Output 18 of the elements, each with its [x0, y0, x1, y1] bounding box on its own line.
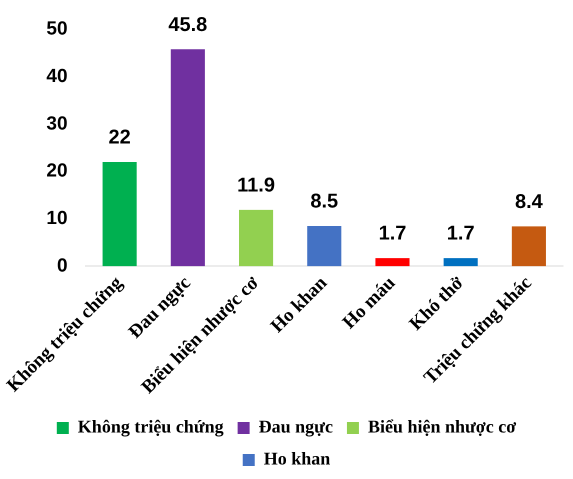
data-label: 22 — [108, 126, 131, 149]
y-tick-label: 10 — [46, 208, 68, 230]
data-label: 11.9 — [237, 174, 275, 196]
y-tick-label: 30 — [46, 113, 68, 134]
y-tick-label: 20 — [46, 160, 68, 182]
y-tick-label: 40 — [46, 66, 68, 87]
legend-label: Biểu hiện nhược cơ — [368, 416, 516, 437]
legend-label: Không triệu chứng — [78, 416, 224, 437]
y-tick-label: 50 — [46, 18, 68, 40]
data-label: 1.7 — [446, 222, 475, 245]
data-label: 8.5 — [310, 190, 338, 212]
x-tick-label: Ho máu — [338, 272, 400, 334]
legend-label: Đau ngực — [258, 416, 333, 437]
legend-label: Ho khan — [264, 448, 330, 469]
data-label: 8.4 — [514, 190, 544, 213]
data-label: 1.7 — [378, 222, 406, 245]
data-label: 45.8 — [168, 14, 208, 36]
y-tick-label: 0 — [56, 255, 68, 276]
